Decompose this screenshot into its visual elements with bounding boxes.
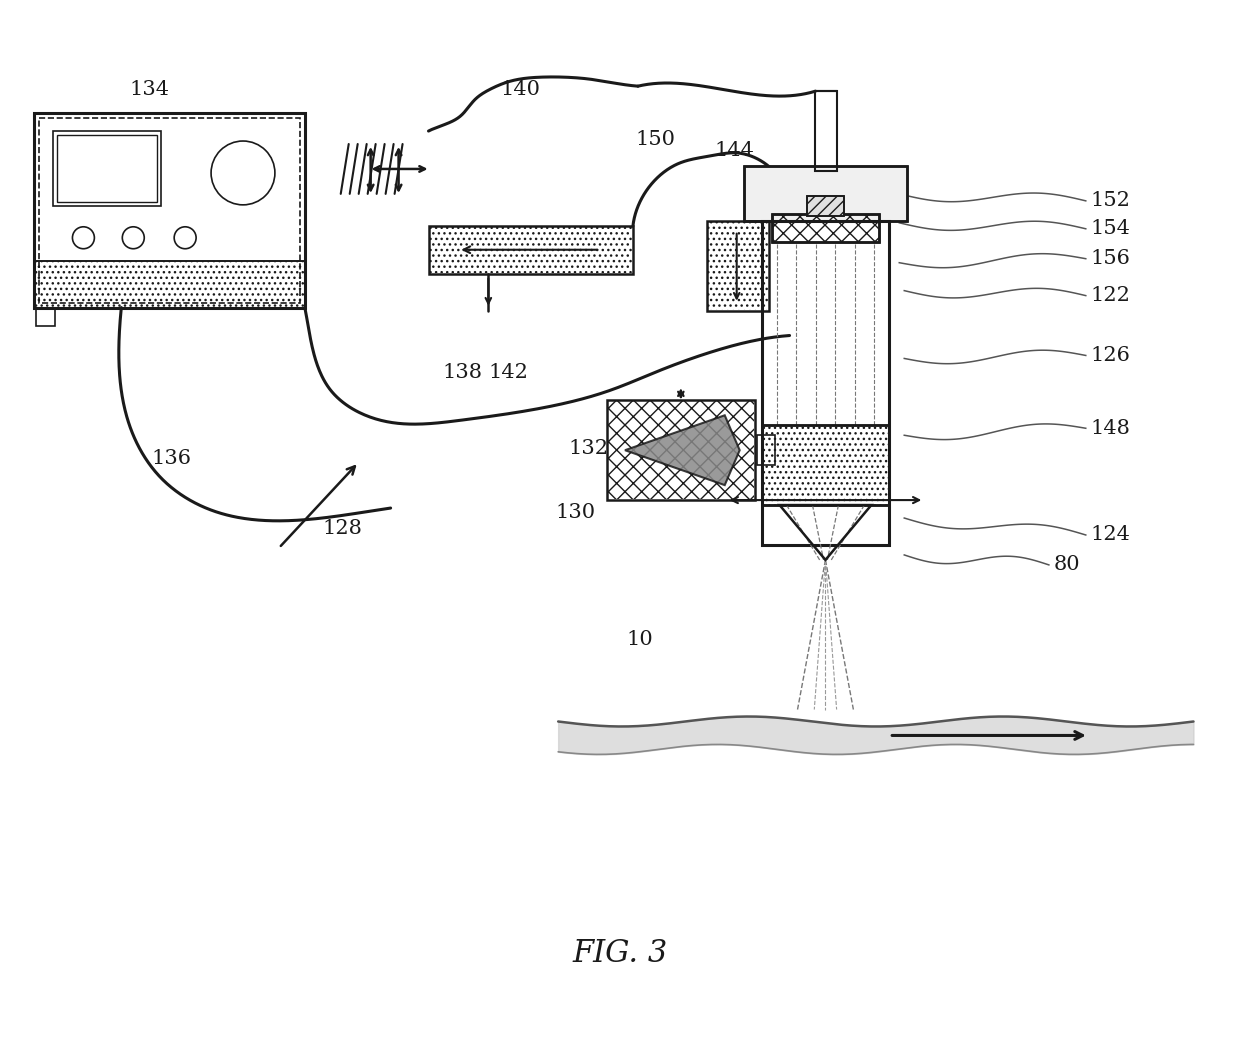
- Bar: [806, 196, 844, 216]
- Bar: [57, 135, 157, 202]
- Text: 128: 128: [322, 518, 362, 537]
- Bar: [806, 196, 844, 216]
- Bar: [33, 113, 305, 308]
- Bar: [429, 226, 632, 273]
- Bar: [744, 166, 908, 221]
- Bar: [33, 260, 305, 308]
- Bar: [744, 166, 908, 221]
- Text: 130: 130: [556, 503, 595, 522]
- Bar: [771, 214, 879, 242]
- Bar: [429, 225, 632, 274]
- Text: 136: 136: [151, 449, 191, 468]
- Text: 140: 140: [500, 79, 541, 98]
- Text: 142: 142: [489, 363, 528, 382]
- Text: 154: 154: [1091, 219, 1131, 238]
- Bar: [756, 435, 775, 466]
- Bar: [36, 308, 56, 326]
- Bar: [771, 214, 879, 242]
- Text: 152: 152: [1091, 191, 1131, 211]
- Text: 126: 126: [1091, 346, 1131, 365]
- Text: 122: 122: [1091, 286, 1131, 305]
- Text: 144: 144: [714, 142, 755, 161]
- Text: 138: 138: [443, 363, 482, 382]
- Text: 132: 132: [568, 439, 608, 458]
- Text: 10: 10: [626, 631, 652, 650]
- Bar: [608, 401, 754, 499]
- Bar: [761, 425, 889, 505]
- Bar: [816, 91, 837, 171]
- Bar: [38, 118, 300, 303]
- Text: 148: 148: [1091, 419, 1131, 438]
- Bar: [761, 221, 889, 545]
- Text: 156: 156: [1091, 250, 1131, 269]
- Text: 124: 124: [1091, 526, 1131, 545]
- Bar: [761, 425, 889, 505]
- Text: 80: 80: [1054, 555, 1080, 574]
- Text: 134: 134: [129, 79, 170, 98]
- Bar: [708, 222, 768, 310]
- Bar: [53, 131, 161, 206]
- Bar: [608, 400, 755, 500]
- Text: FIG. 3: FIG. 3: [573, 938, 667, 969]
- Polygon shape: [625, 416, 740, 486]
- Text: 150: 150: [635, 129, 675, 148]
- Bar: [707, 221, 769, 311]
